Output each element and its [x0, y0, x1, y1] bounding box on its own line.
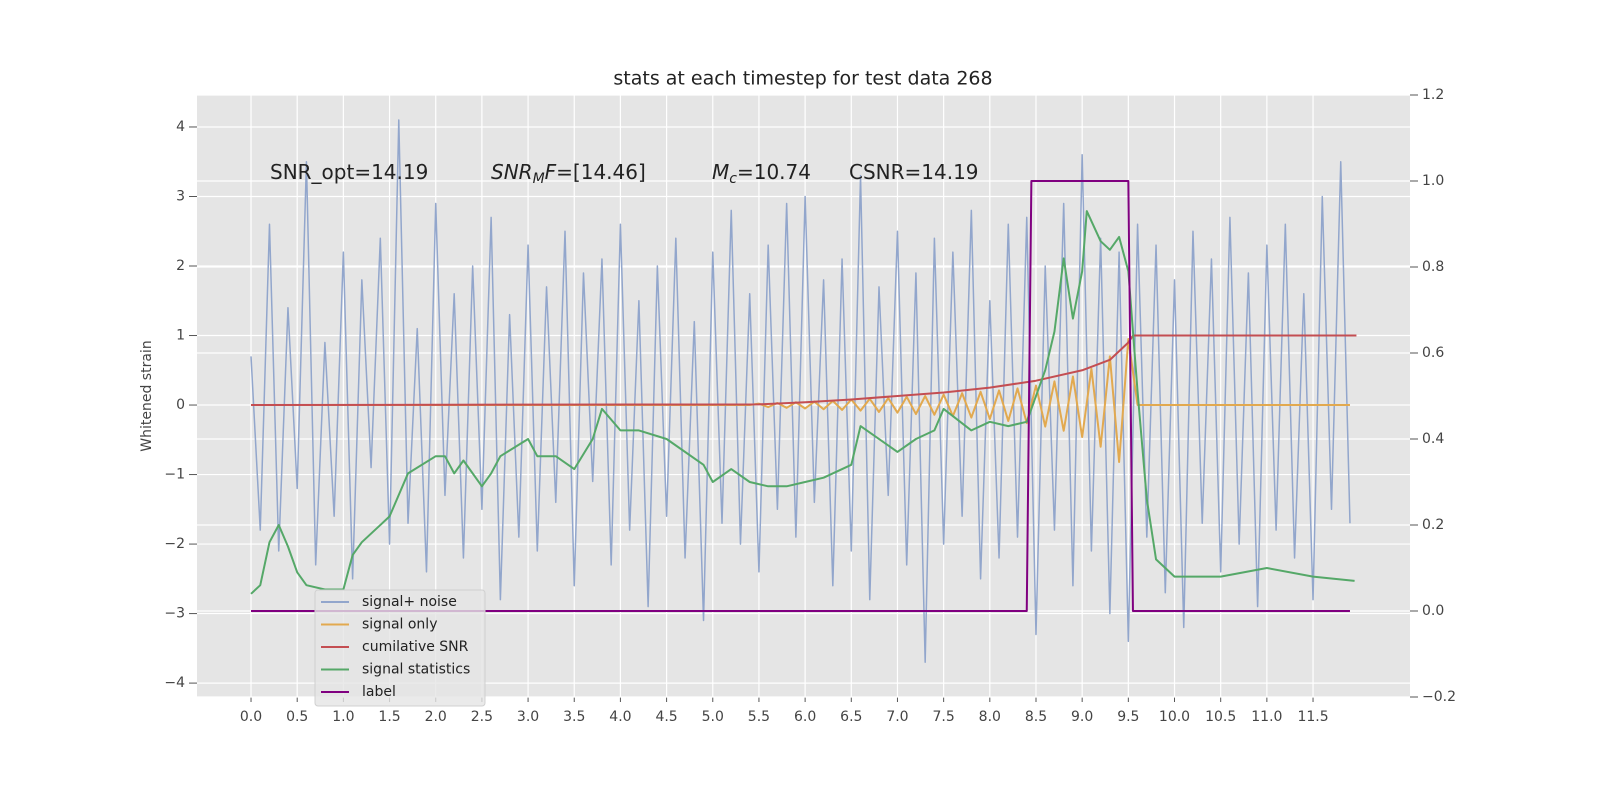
y2-tick-label: 1.2	[1422, 87, 1444, 103]
annotation-part: CSNR=14.19	[849, 160, 979, 184]
x-tick-label: 11.5	[1297, 709, 1328, 725]
x-tick-label: 0.5	[286, 709, 308, 725]
y-tick-label: 1	[176, 328, 185, 344]
legend-label: cumilative SNR	[362, 639, 469, 655]
x-tick-label: 4.5	[655, 709, 677, 725]
x-tick-label: 1.5	[378, 709, 400, 725]
annotation: CSNR=14.19	[849, 160, 979, 184]
y2-tick-label: 1.0	[1422, 173, 1444, 189]
legend-label: signal only	[362, 617, 437, 633]
y2-tick-label: 0.2	[1422, 517, 1444, 533]
x-tick-label: 10.5	[1205, 709, 1236, 725]
annotation: Mc=10.74	[712, 160, 811, 188]
y2-tick-label: −0.2	[1422, 689, 1456, 705]
x-tick-label: 6.0	[794, 709, 816, 725]
x-tick-label: 5.0	[702, 709, 724, 725]
y2-tick-label: 0.4	[1422, 431, 1444, 447]
y2-tick-label: 0.0	[1422, 603, 1444, 619]
y-tick-label: −1	[164, 467, 185, 483]
x-tick-label: 7.5	[933, 709, 955, 725]
y-tick-label: 4	[176, 119, 185, 135]
y-tick-label: 2	[176, 258, 185, 274]
x-tick-label: 3.0	[517, 709, 539, 725]
x-tick-label: 5.5	[748, 709, 770, 725]
grid: 0.0 0.5 1.0 1.5 2.0 2.5 3.0 3.5 4.0 4.5 5.0 5.5 6.0 6…	[164, 87, 1456, 725]
legend: signal+ noise signal only cumilative SNR si…	[314, 589, 486, 707]
annotation-part: c	[729, 171, 737, 187]
x-tick-label: 9.5	[1117, 709, 1139, 725]
annotation-part: M	[712, 160, 729, 184]
y-tick-label: −2	[164, 536, 185, 552]
x-tick-label: 11.0	[1251, 709, 1282, 725]
series-line	[251, 334, 1357, 407]
annotation: SNRMF=[14.46]	[491, 160, 646, 188]
x-tick-label: 7.0	[886, 709, 908, 725]
annotation-part: SNR_opt=14.19	[270, 160, 428, 184]
y-tick-label: −3	[164, 606, 185, 622]
x-tick-label: 1.0	[332, 709, 354, 725]
x-tick-label: 8.0	[979, 709, 1001, 725]
annotation: SNR_opt=14.19	[270, 160, 428, 184]
annotations: SNR_opt=14.19 SNRMF=[14.46] Mc=10.74 CSNR=1…	[270, 160, 979, 188]
x-tick-label: 4.0	[609, 709, 631, 725]
x-tick-label: 3.5	[563, 709, 585, 725]
y-tick-label: 3	[176, 188, 185, 204]
legend-label: signal statistics	[362, 662, 470, 678]
y-axis-label: Whitened strain	[139, 340, 155, 451]
annotation-part: SNR	[491, 160, 533, 184]
chart-title: stats at each timestep for test data 268	[613, 68, 992, 90]
x-tick-label: 2.5	[471, 709, 493, 725]
annotation-part: =10.74	[737, 160, 811, 184]
x-tick-label: 0.0	[240, 709, 262, 725]
legend-label: label	[362, 684, 396, 700]
x-tick-label: 10.0	[1159, 709, 1190, 725]
x-tick-label: 9.0	[1071, 709, 1093, 725]
marks	[250, 119, 1357, 663]
y2-tick-label: 0.8	[1422, 259, 1444, 275]
y2-tick-label: 0.6	[1422, 345, 1444, 361]
y-tick-label: 0	[176, 397, 185, 413]
legend-label: signal+ noise	[362, 594, 457, 610]
x-tick-label: 2.0	[425, 709, 447, 725]
series-line	[250, 210, 1355, 595]
series-line	[251, 180, 1350, 612]
x-tick-label: 6.5	[840, 709, 862, 725]
annotation-part: F	[545, 160, 557, 184]
legend-box	[314, 589, 486, 707]
annotation-part: M	[533, 171, 545, 187]
series-line	[250, 119, 1351, 663]
annotation-part: =[14.46]	[556, 160, 646, 184]
y-tick-label: −4	[164, 675, 185, 691]
x-tick-label: 8.5	[1025, 709, 1047, 725]
